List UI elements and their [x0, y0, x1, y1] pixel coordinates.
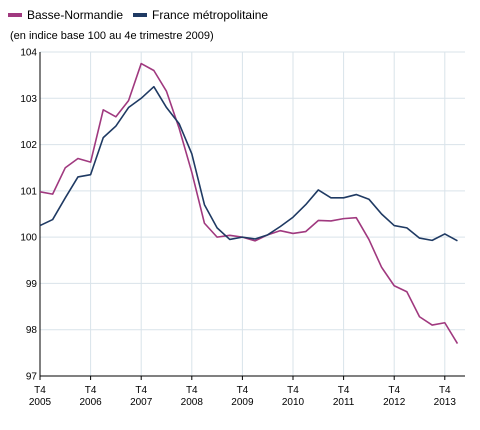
legend-label-france-metropolitaine: France métropolitaine — [152, 8, 269, 22]
legend-item-france-metropolitaine: France métropolitaine — [133, 8, 268, 22]
legend-item-basse-normandie: Basse-Normandie — [8, 8, 123, 22]
x-tick-label-bottom-2013: 2013 — [434, 397, 457, 408]
x-tick-label-top-2011: T4 — [338, 385, 350, 396]
legend-swatch-france-metropolitaine — [133, 13, 148, 17]
y-tick-label-104: 104 — [20, 48, 37, 59]
y-tick-label-101: 101 — [20, 186, 37, 197]
x-tick-label-bottom-2011: 2011 — [333, 397, 355, 408]
chart-subtitle: (en indice base 100 au 4e trimestre 2009… — [10, 30, 214, 42]
series-line-basse-normandie — [39, 62, 459, 345]
x-tick-label-bottom-2008: 2008 — [181, 397, 204, 408]
x-tick-label-top-2005: T4 — [34, 385, 46, 396]
y-tick-label-103: 103 — [20, 94, 37, 105]
series-line-france-metropolitaine — [39, 85, 458, 242]
y-tick-label-102: 102 — [20, 140, 37, 151]
x-tick-label-top-2009: T4 — [237, 385, 249, 396]
x-tick-label-top-2010: T4 — [287, 385, 299, 396]
x-tick-label-top-2006: T4 — [85, 385, 97, 396]
x-tick-label-bottom-2005: 2005 — [29, 397, 52, 408]
legend: Basse-Normandie France métropolitaine — [8, 8, 278, 22]
y-tick-label-99: 99 — [26, 279, 38, 290]
x-tick-label-bottom-2007: 2007 — [130, 397, 153, 408]
x-tick-label-top-2012: T4 — [388, 385, 400, 396]
y-tick-label-97: 97 — [26, 372, 38, 383]
x-tick-label-top-2008: T4 — [186, 385, 198, 396]
x-tick-label-top-2007: T4 — [135, 385, 147, 396]
x-tick-label-bottom-2012: 2012 — [383, 397, 406, 408]
y-tick-label-100: 100 — [20, 233, 37, 244]
x-tick-label-bottom-2009: 2009 — [231, 397, 254, 408]
y-tick-label-98: 98 — [26, 325, 38, 336]
x-tick-label-top-2013: T4 — [439, 385, 451, 396]
x-tick-label-bottom-2010: 2010 — [282, 397, 305, 408]
legend-label-basse-normandie: Basse-Normandie — [27, 8, 124, 22]
legend-swatch-basse-normandie — [8, 13, 22, 17]
x-tick-label-bottom-2006: 2006 — [79, 397, 102, 408]
